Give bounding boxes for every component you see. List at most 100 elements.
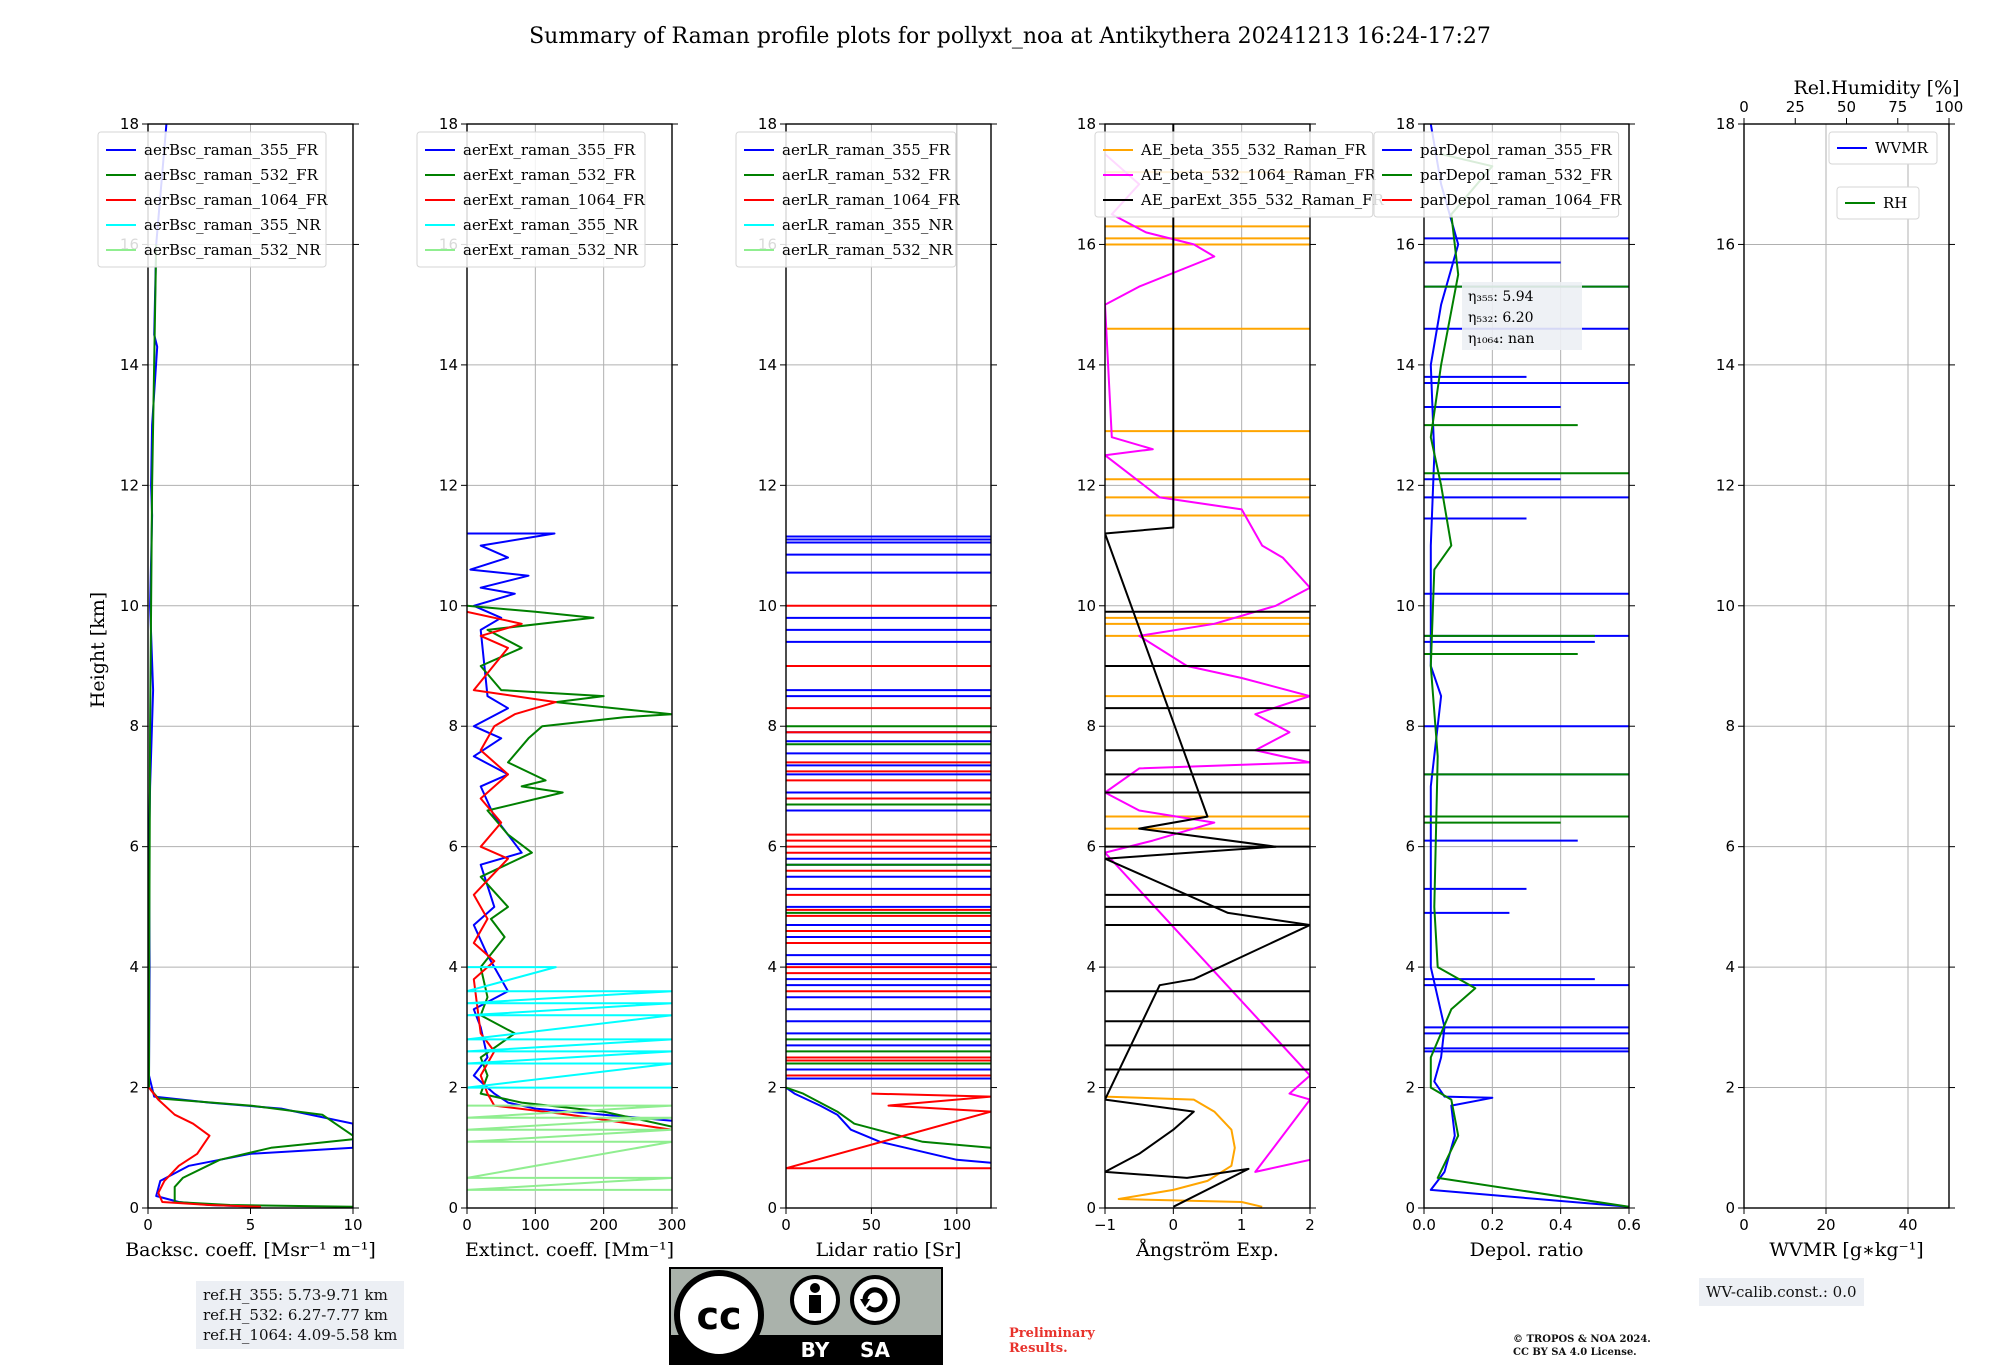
legend-label: aerLR_raman_1064_FR: [782, 191, 960, 209]
data-line: [786, 1086, 991, 1149]
x-tick-label: 0: [462, 1216, 472, 1234]
top-x-tick-label: 0: [1739, 98, 1749, 116]
series-aerExt_raman_1064_FR: [467, 610, 672, 1131]
y-tick-label: 14: [758, 356, 777, 374]
reference-heights-box: ref.H_355: 5.73-9.71 km ref.H_532: 6.27-…: [196, 1281, 405, 1349]
legend-label: parDepol_raman_1064_FR: [1420, 191, 1622, 209]
data-line: [1105, 1095, 1263, 1208]
panel-data: [467, 532, 672, 1191]
panel-frame: [1423, 123, 1630, 1209]
series-aerLR_raman_532_FR: [786, 725, 991, 1149]
data-line: [1429, 124, 1629, 1208]
series-aerExt_raman_355_FR: [467, 532, 672, 1122]
series-aerLR_raman_355_FR: [786, 535, 991, 1164]
y-tick-label: 10: [1396, 597, 1415, 615]
x-axis-label: Ångström Exp.: [1135, 1239, 1279, 1261]
y-tick-label: 12: [439, 476, 458, 494]
y-tick-label: 10: [120, 597, 139, 615]
legend-label: aerExt_raman_1064_FR: [463, 191, 645, 209]
y-tick-label: 16: [1077, 235, 1096, 253]
y-tick-label: 4: [1725, 958, 1735, 976]
y-tick-label: 12: [1716, 476, 1735, 494]
y-tick-label: 12: [120, 476, 139, 494]
panel-data: [148, 124, 353, 1208]
y-tick-label: 16: [1396, 235, 1415, 253]
panel-frame: [785, 123, 992, 1209]
legend-box: [1373, 131, 1620, 218]
data-line: [786, 1092, 991, 1170]
legend-label: aerExt_raman_355_FR: [463, 141, 636, 159]
series-AE_beta_355_532_Raman_FR: [1105, 171, 1310, 1208]
data-line: [467, 1104, 672, 1191]
data-line: [148, 1086, 261, 1208]
y-tick-label: 6: [1405, 838, 1415, 856]
legend-label: aerExt_raman_532_NR: [463, 241, 639, 259]
data-line: [467, 966, 672, 1089]
x-axis-label: Backsc. coeff. [Msr⁻¹ m⁻¹]: [125, 1239, 376, 1261]
x-tick-label: 0.0: [1412, 1216, 1436, 1234]
legend-label: aerExt_raman_355_NR: [463, 216, 639, 234]
x-tick-label: 0.2: [1480, 1216, 1504, 1234]
y-tick-label: 4: [448, 958, 458, 976]
legend-box: [1836, 186, 1920, 220]
y-tick-label: 8: [1725, 717, 1735, 735]
y-tick-label: 0: [129, 1199, 139, 1217]
annotation-text: η₁₀₆₄: nan: [1468, 331, 1534, 347]
y-tick-label: 10: [439, 597, 458, 615]
preliminary-results-note: Preliminary Results.: [1009, 1326, 1095, 1356]
legend-label: AE_parExt_355_532_Raman_FR: [1140, 191, 1385, 209]
top-x-tick-label: 100: [1935, 98, 1964, 116]
data-line: [467, 532, 672, 1122]
x-tick-label: 2: [1305, 1216, 1315, 1234]
x-tick-label: 1: [1237, 1216, 1247, 1234]
legend: aerExt_raman_355_FR aerExt_raman_532_FRae…: [416, 131, 646, 268]
x-axis-label: Extinct. coeff. [Mm⁻¹]: [465, 1239, 674, 1261]
series-AE_beta_532_1064_Raman_FR: [1105, 153, 1310, 1173]
x-tick-label: 0: [1739, 1216, 1749, 1234]
panel-1: 0246810121416180510Backsc. coeff. [Msr⁻¹…: [97, 115, 376, 1261]
x-tick-label: 0.4: [1549, 1216, 1573, 1234]
copyright-line-2: CC BY SA 4.0 License.: [1513, 1347, 1637, 1358]
wv-calibration-text: WV-calib.const.: 0.0: [1706, 1283, 1857, 1301]
y-tick-label: 0: [448, 1199, 458, 1217]
x-tick-label: −1: [1094, 1216, 1116, 1234]
panel-3: 024681012141618050100Lidar ratio [Sr]aer…: [735, 115, 997, 1261]
y-tick-label: 18: [1716, 115, 1735, 133]
x-tick-label: 0: [781, 1216, 791, 1234]
data-line: [1105, 153, 1310, 1173]
y-tick-label: 8: [448, 717, 458, 735]
y-tick-label: 12: [1396, 476, 1415, 494]
y-tick-label: 10: [1716, 597, 1735, 615]
top-axis-label: Rel.Humidity [%]: [1793, 77, 1959, 99]
legend-label: aerBsc_raman_532_NR: [144, 241, 321, 259]
y-tick-label: 2: [1086, 1079, 1096, 1097]
legend: WVMR RH: [1828, 131, 1938, 220]
y-tick-label: 0: [1405, 1199, 1415, 1217]
y-tick-label: 2: [448, 1079, 458, 1097]
y-tick-label: 4: [767, 958, 777, 976]
legend-label: aerBsc_raman_355_FR: [144, 141, 319, 159]
x-tick-label: 300: [658, 1216, 687, 1234]
ref-height-1064: ref.H_1064: 4.09-5.58 km: [203, 1326, 398, 1344]
y-tick-label: 18: [758, 115, 777, 133]
x-tick-label: 0.6: [1617, 1216, 1641, 1234]
legend-box: [97, 131, 327, 268]
y-tick-label: 2: [1725, 1079, 1735, 1097]
legend: aerLR_raman_355_FR aerLR_raman_532_FR aerL…: [735, 131, 960, 268]
legend: aerBsc_raman_355_FR aerBsc_raman_532_FRae…: [97, 131, 328, 268]
legend-label: aerLR_raman_532_NR: [782, 241, 953, 259]
preliminary-line-2: Results.: [1009, 1341, 1068, 1356]
legend: AE_beta_355_532_Raman_FR AE_beta_532_1064…: [1094, 131, 1385, 218]
top-x-tick-label: 50: [1837, 98, 1856, 116]
figure-title: Summary of Raman profile plots for polly…: [529, 24, 1491, 49]
y-tick-label: 18: [439, 115, 458, 133]
y-tick-label: 4: [1405, 958, 1415, 976]
legend-box: [1094, 131, 1374, 218]
panel-frame: [466, 123, 673, 1209]
data-line: [1429, 153, 1629, 1208]
y-axis-label: Height [km]: [87, 592, 109, 708]
series-aerBsc_raman_532_FR: [148, 244, 353, 1208]
y-tick-label: 16: [1716, 235, 1735, 253]
